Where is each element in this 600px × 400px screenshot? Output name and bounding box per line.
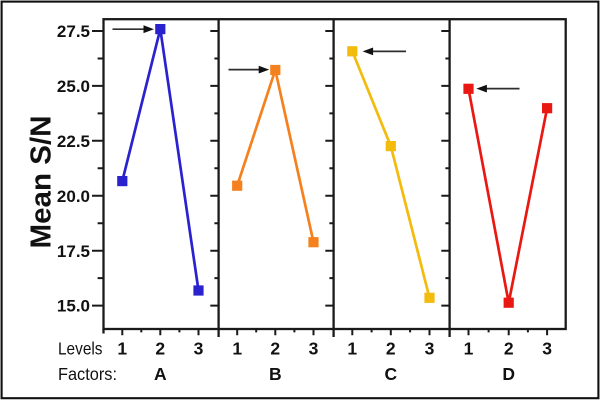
svg-text:Factors:: Factors: — [58, 364, 117, 384]
svg-text:22.5: 22.5 — [57, 132, 90, 151]
svg-text:3: 3 — [194, 339, 204, 359]
svg-text:27.5: 27.5 — [57, 22, 90, 41]
svg-text:B: B — [269, 364, 282, 384]
svg-text:3: 3 — [425, 339, 435, 359]
svg-text:D: D — [502, 364, 515, 384]
svg-text:Mean S/N: Mean S/N — [26, 116, 58, 249]
svg-text:Levels: Levels — [58, 338, 103, 358]
svg-text:2: 2 — [270, 339, 280, 359]
svg-text:15.0: 15.0 — [57, 297, 90, 316]
svg-text:C: C — [384, 364, 397, 384]
svg-text:A: A — [154, 364, 167, 384]
svg-text:2: 2 — [504, 339, 514, 359]
svg-text:2: 2 — [155, 339, 165, 359]
svg-text:1: 1 — [117, 339, 127, 359]
svg-text:3: 3 — [542, 339, 552, 359]
svg-text:1: 1 — [347, 339, 357, 359]
svg-text:2: 2 — [386, 339, 396, 359]
svg-text:3: 3 — [309, 339, 319, 359]
svg-text:1: 1 — [464, 339, 474, 359]
svg-text:25.0: 25.0 — [57, 77, 90, 96]
svg-text:1: 1 — [232, 339, 242, 359]
svg-text:17.5: 17.5 — [57, 242, 90, 261]
svg-text:20.0: 20.0 — [57, 187, 90, 206]
